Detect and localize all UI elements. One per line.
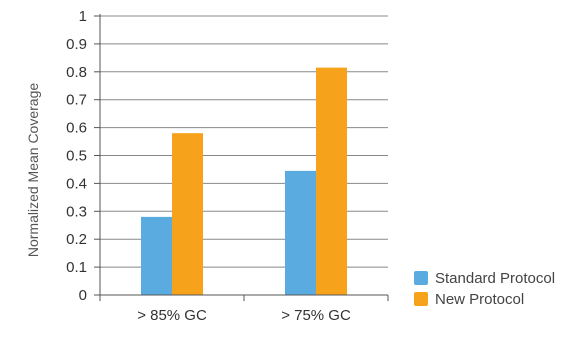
x-category-label: > 75% GC	[281, 307, 351, 324]
legend-swatch	[414, 292, 428, 306]
y-tick-label: 0.4	[66, 175, 87, 192]
bar	[285, 170, 316, 295]
y-tick-label: 0.2	[66, 231, 87, 248]
y-tick-label: 1	[79, 8, 87, 25]
x-category-labels: > 85% GC > 75% GC	[137, 307, 351, 324]
legend-swatch	[414, 271, 428, 285]
y-tick-label: 0	[79, 287, 87, 304]
bar	[141, 216, 172, 295]
x-category-label: > 85% GC	[137, 307, 207, 324]
y-tick-label: 0.8	[66, 64, 87, 81]
y-tick-label: 0.5	[66, 148, 87, 165]
legend-label: New Protocol	[435, 291, 524, 308]
bars	[141, 67, 347, 296]
y-tick-label: 0.7	[66, 92, 87, 109]
y-tick-label: 0.9	[66, 36, 87, 53]
legend: Standard Protocol New Protocol	[414, 270, 555, 308]
y-tick-labels: 0 0.1 0.2 0.3 0.4 0.5 0.6 0.7 0.8 0.9 1	[66, 8, 87, 304]
axes	[94, 14, 389, 301]
bar	[172, 133, 203, 295]
bar	[316, 67, 347, 296]
legend-label: Standard Protocol	[435, 270, 555, 287]
y-tick-label: 0.3	[66, 203, 87, 220]
y-axis-title: Normalized Mean Coverage	[25, 83, 41, 258]
y-tick-label: 0.1	[66, 259, 87, 276]
y-tick-label: 0.6	[66, 120, 87, 137]
